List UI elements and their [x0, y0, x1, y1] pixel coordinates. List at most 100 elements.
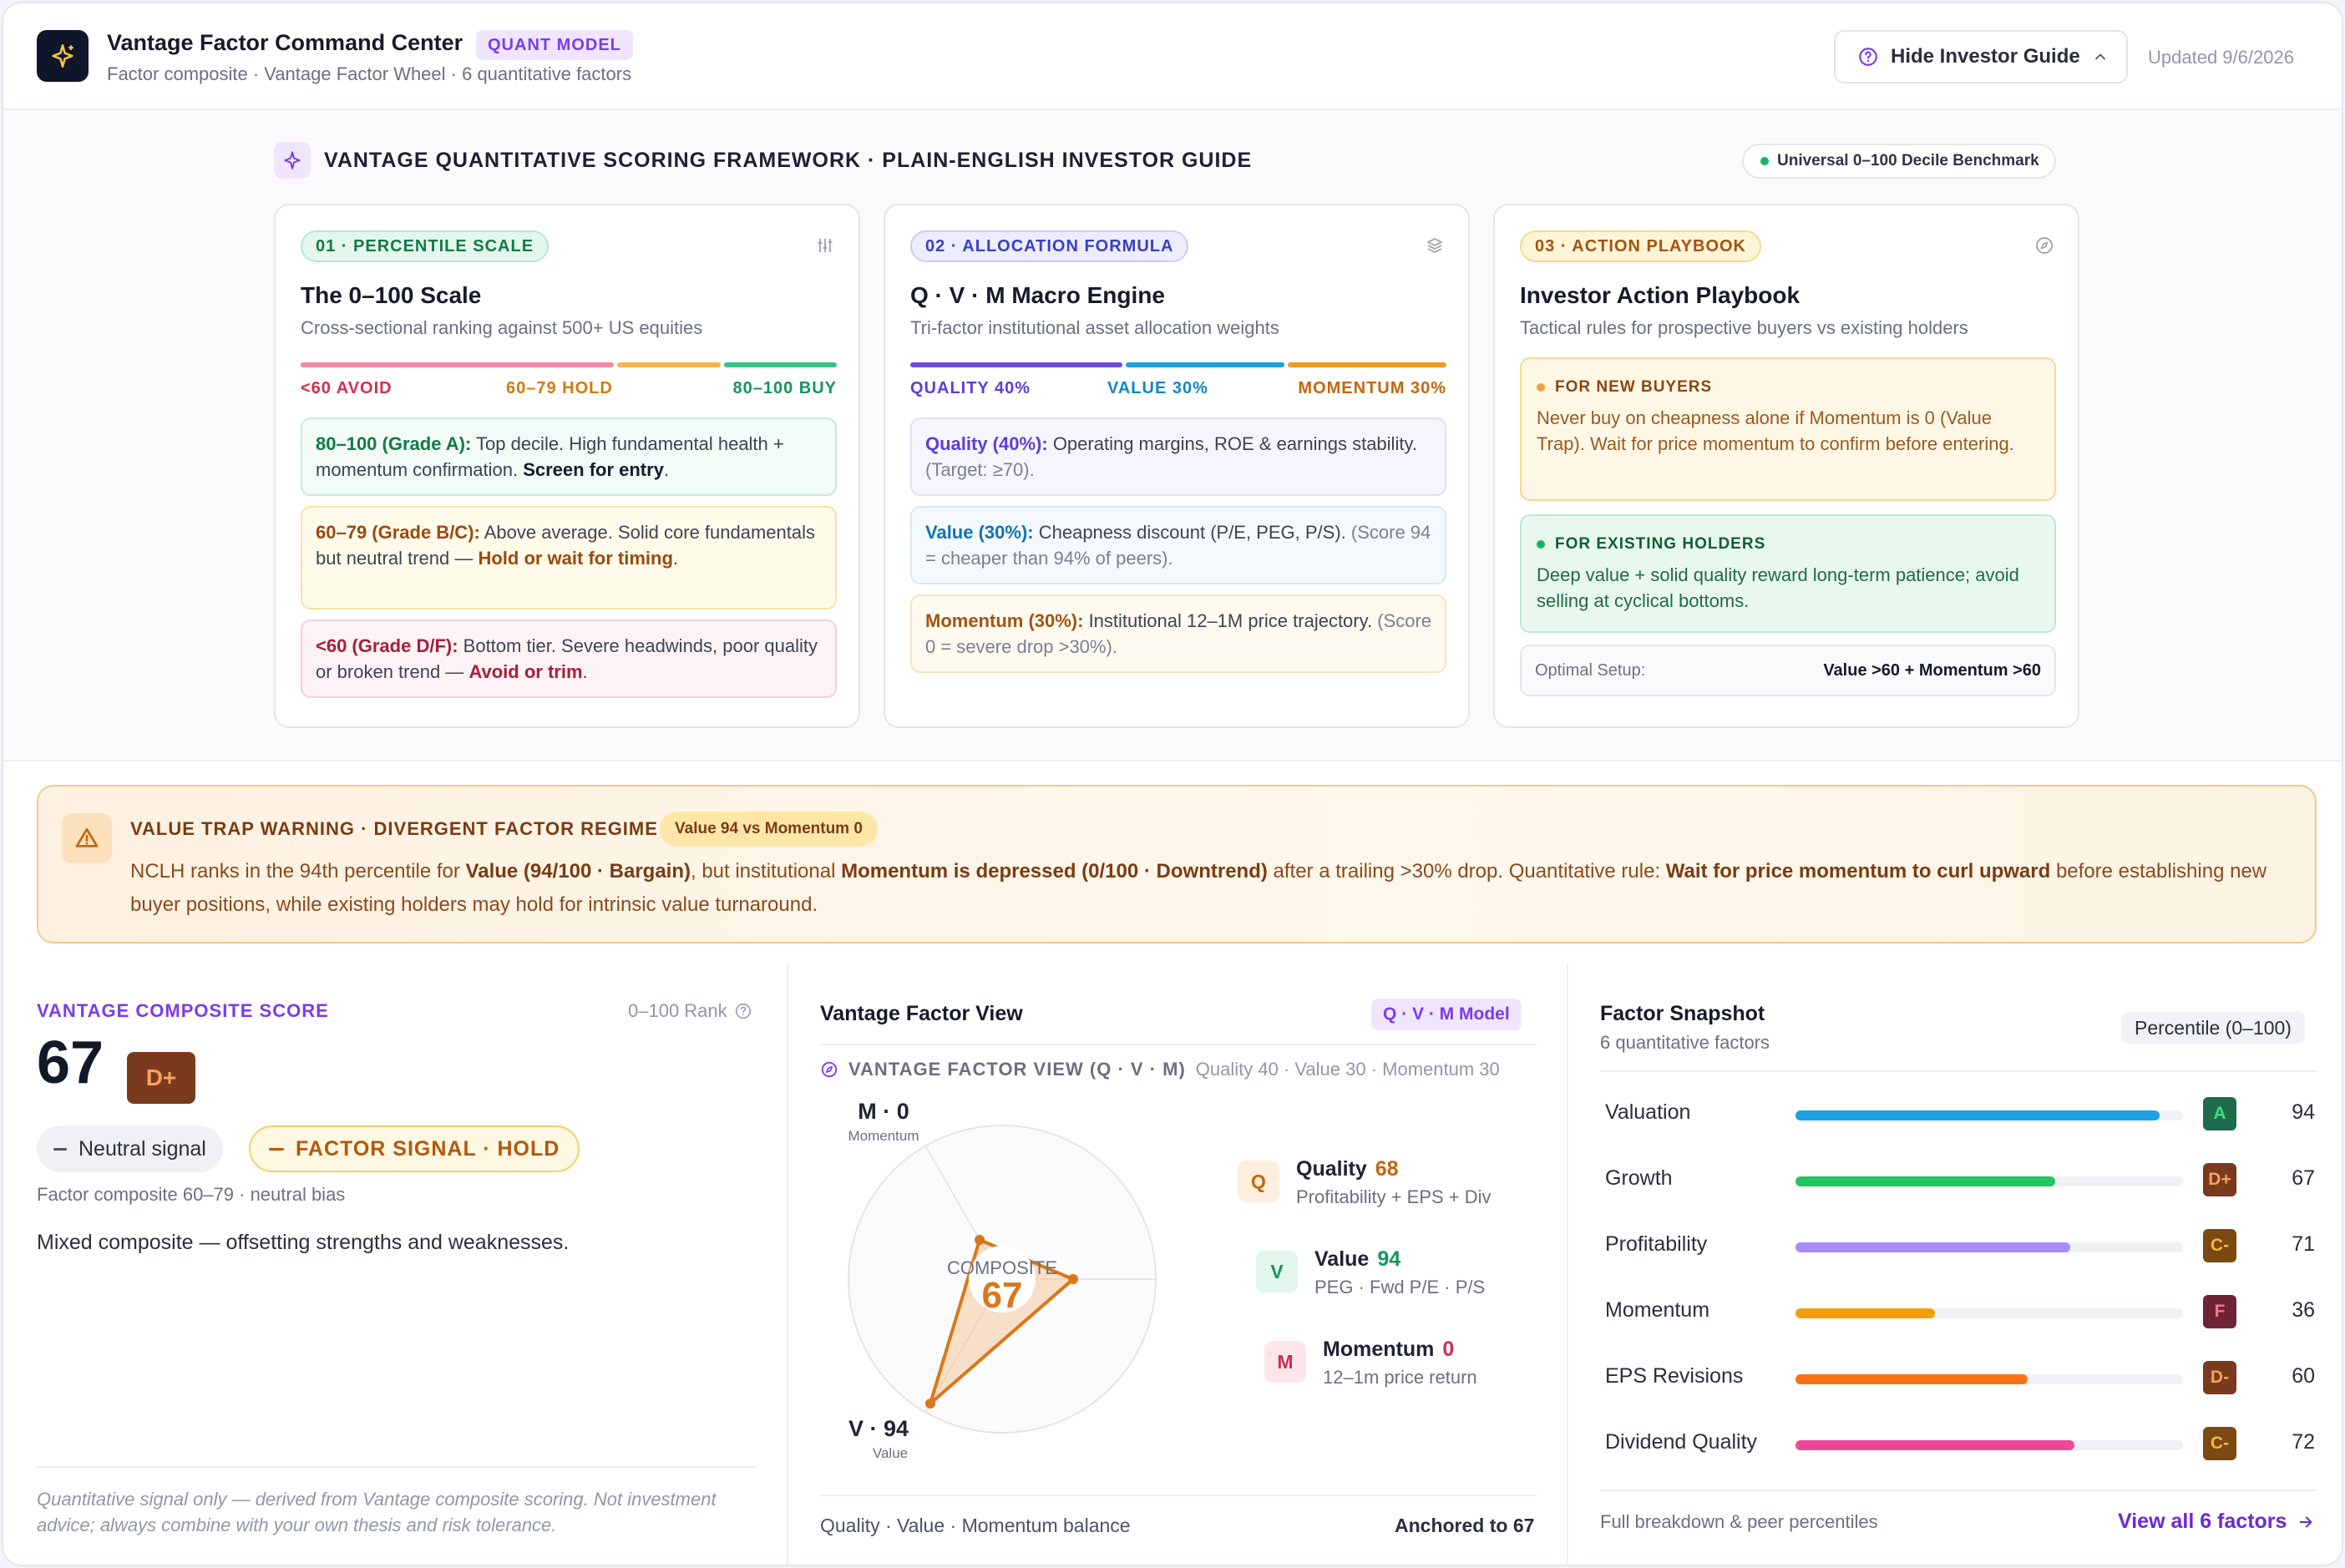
factor-row[interactable]: Dividend Quality C- 72: [1605, 1420, 2315, 1467]
top-header: Vantage Factor Command Center QUANT MODE…: [3, 3, 2342, 110]
view-all-factors-link[interactable]: View all 6 factors: [2118, 1510, 2315, 1534]
factor-bar-fill: [1795, 1110, 2160, 1120]
factor-row[interactable]: Momentum F 36: [1605, 1288, 2315, 1335]
value-trap-warning: VALUE TRAP WARNING · DIVERGENT FACTOR RE…: [37, 785, 2317, 943]
composite-note: Factor composite 60–79 · neutral bias: [37, 1184, 346, 1205]
new-buyers-heading: FOR NEW BUYERS: [1555, 378, 1713, 396]
factor-bar-track: [1795, 1440, 2183, 1450]
panel-divider: [1567, 964, 1568, 1565]
grade-df-box: <60 (Grade D/F): Bottom tier. Severe hea…: [301, 620, 837, 698]
radar-center-label: COMPOSITE: [947, 1257, 1057, 1278]
qvm-model-chip: Q · V · M Model: [1371, 999, 1522, 1030]
sparkle-icon: [274, 142, 311, 179]
status-dot: [1760, 157, 1769, 165]
app-subtitle: Factor composite · Vantage Factor Wheel …: [107, 63, 632, 84]
help-circle-icon[interactable]: [734, 1002, 752, 1020]
factor-bar-fill: [1795, 1374, 2028, 1384]
new-buyers-box: FOR NEW BUYERS Never buy on cheapness al…: [1520, 357, 2056, 501]
factor-grade-badge: A: [2203, 1097, 2236, 1130]
weight-bar: [910, 362, 1446, 367]
composite-label: VANTAGE COMPOSITE SCORE: [37, 1000, 329, 1021]
allocation-formula-card: 02 · ALLOCATION FORMULA Q · V · M Macro …: [884, 204, 1470, 728]
divider: [820, 1495, 1537, 1496]
sliders-icon: [818, 239, 833, 252]
radar-center-value: 67: [982, 1275, 1023, 1316]
legend-badge-m: M: [1264, 1341, 1306, 1383]
warning-text: NCLH ranks in the 94th percentile for Va…: [130, 860, 2267, 916]
factor-bar-fill: [1795, 1242, 2071, 1252]
factor-bar-fill: [1795, 1440, 2075, 1450]
weight-label-momentum: MOMENTUM 30%: [1298, 379, 1446, 397]
factor-value: 67: [2292, 1166, 2315, 1190]
factor-name: Dividend Quality: [1605, 1430, 1758, 1454]
existing-holders-text: Deep value + solid quality reward long-t…: [1537, 564, 2019, 611]
percentile-scale-card: 01 · PERCENTILE SCALE The 0–100 Scale Cr…: [274, 204, 860, 728]
card-subtitle: Tactical rules for prospective buyers vs…: [1520, 317, 1968, 338]
card-title: Investor Action Playbook: [1520, 282, 1801, 308]
factor-row[interactable]: EPS Revisions D- 60: [1605, 1354, 2315, 1401]
card-title: The 0–100 Scale: [301, 282, 482, 308]
new-buyers-text: Never buy on cheapness alone if Momentum…: [1537, 407, 2014, 454]
factor-bar-fill: [1795, 1176, 2055, 1186]
factor-value: 94: [2292, 1100, 2315, 1124]
legend-value: V Value 94 PEG · Fwd P/E · P/S: [1256, 1247, 1485, 1298]
divider: [820, 1044, 1537, 1045]
factor-value: 36: [2292, 1298, 2315, 1322]
guide-button-label: Hide Investor Guide: [1891, 45, 2080, 68]
arrow-right-icon: [2299, 1515, 2312, 1528]
composite-description: Mixed composite — offsetting strengths a…: [37, 1231, 570, 1254]
factor-name: Momentum: [1605, 1298, 1710, 1322]
radar-point-value: [925, 1399, 935, 1409]
help-circle-icon: [1859, 48, 1877, 66]
factor-view-title: Vantage Factor View: [820, 1002, 1023, 1025]
legend-badge-q: Q: [1238, 1161, 1279, 1202]
legend-quality: Q Quality 68 Profitability + EPS + Div: [1238, 1157, 1492, 1208]
benchmark-badge: Universal 0–100 Decile Benchmark: [1742, 144, 2056, 179]
sparkle-logo-icon: [37, 30, 89, 82]
card-subtitle: Tri-factor institutional asset allocatio…: [910, 317, 1279, 338]
factor-row[interactable]: Valuation A 94: [1605, 1090, 2315, 1137]
benchmark-label: Universal 0–100 Decile Benchmark: [1777, 152, 2039, 169]
quant-model-badge: QUANT MODEL: [476, 30, 633, 60]
neutral-signal-pill: Neutral signal: [37, 1125, 223, 1172]
factor-row[interactable]: Profitability C- 71: [1605, 1222, 2315, 1269]
factor-bar-track: [1795, 1176, 2183, 1186]
optimal-setup-value: Value >60 + Momentum >60: [1823, 660, 2041, 680]
card-subtitle: Cross-sectional ranking against 500+ US …: [301, 317, 703, 338]
panel-divider: [787, 964, 788, 1565]
factor-signal-hold-pill: FACTOR SIGNAL · HOLD: [249, 1125, 580, 1172]
dash-icon: [269, 1147, 284, 1151]
weight-label-value: VALUE 30%: [1107, 379, 1208, 397]
updated-timestamp: Updated 9/6/2026: [2148, 47, 2294, 68]
factor-view-subheader: VANTAGE FACTOR VIEW (Q · V · M) Quality …: [820, 1059, 1500, 1080]
compass-icon: [2036, 237, 2053, 254]
rank-label: 0–100 Rank: [628, 1000, 752, 1022]
optimal-setup: Optimal Setup: Value >60 + Momentum >60: [1520, 645, 2056, 696]
momentum-weight-box: Momentum (30%): Institutional 12–1M pric…: [910, 594, 1446, 673]
factor-grade-badge: C-: [2203, 1229, 2236, 1262]
radar-axis-v-label: V · 94: [848, 1416, 909, 1441]
radar-axis-m-sublabel: Momentum: [848, 1128, 919, 1144]
warning-title: VALUE TRAP WARNING · DIVERGENT FACTOR RE…: [130, 818, 658, 839]
scale-label-hold: 60–79 HOLD: [506, 379, 613, 397]
composite-score: 67: [37, 1029, 104, 1096]
hide-investor-guide-button[interactable]: Hide Investor Guide: [1834, 30, 2128, 83]
scale-label-avoid: <60 AVOID: [301, 379, 393, 397]
warning-chip: Value 94 vs Momentum 0: [660, 812, 878, 847]
factor-bar-track: [1795, 1308, 2183, 1318]
grade-a-box: 80–100 (Grade A): Top decile. High funda…: [301, 417, 837, 496]
card-chip: 02 · ALLOCATION FORMULA: [910, 230, 1189, 262]
compass-icon: [821, 1061, 838, 1078]
disclaimer: Quantitative signal only — derived from …: [37, 1489, 717, 1535]
divider: [37, 1466, 757, 1468]
factor-name: Growth: [1605, 1166, 1673, 1190]
grade-bc-box: 60–79 (Grade B/C): Above average. Solid …: [301, 506, 837, 609]
radar-axis-m-label: M · 0: [858, 1099, 909, 1124]
factor-grade-badge: F: [2203, 1295, 2236, 1328]
factor-row[interactable]: Growth D+ 67: [1605, 1156, 2315, 1203]
factor-value: 72: [2292, 1430, 2315, 1454]
divider: [1600, 1490, 2317, 1491]
factor-name: Valuation: [1605, 1100, 1691, 1124]
weight-label-quality: QUALITY 40%: [910, 379, 1031, 397]
factor-bar-track: [1795, 1242, 2183, 1252]
